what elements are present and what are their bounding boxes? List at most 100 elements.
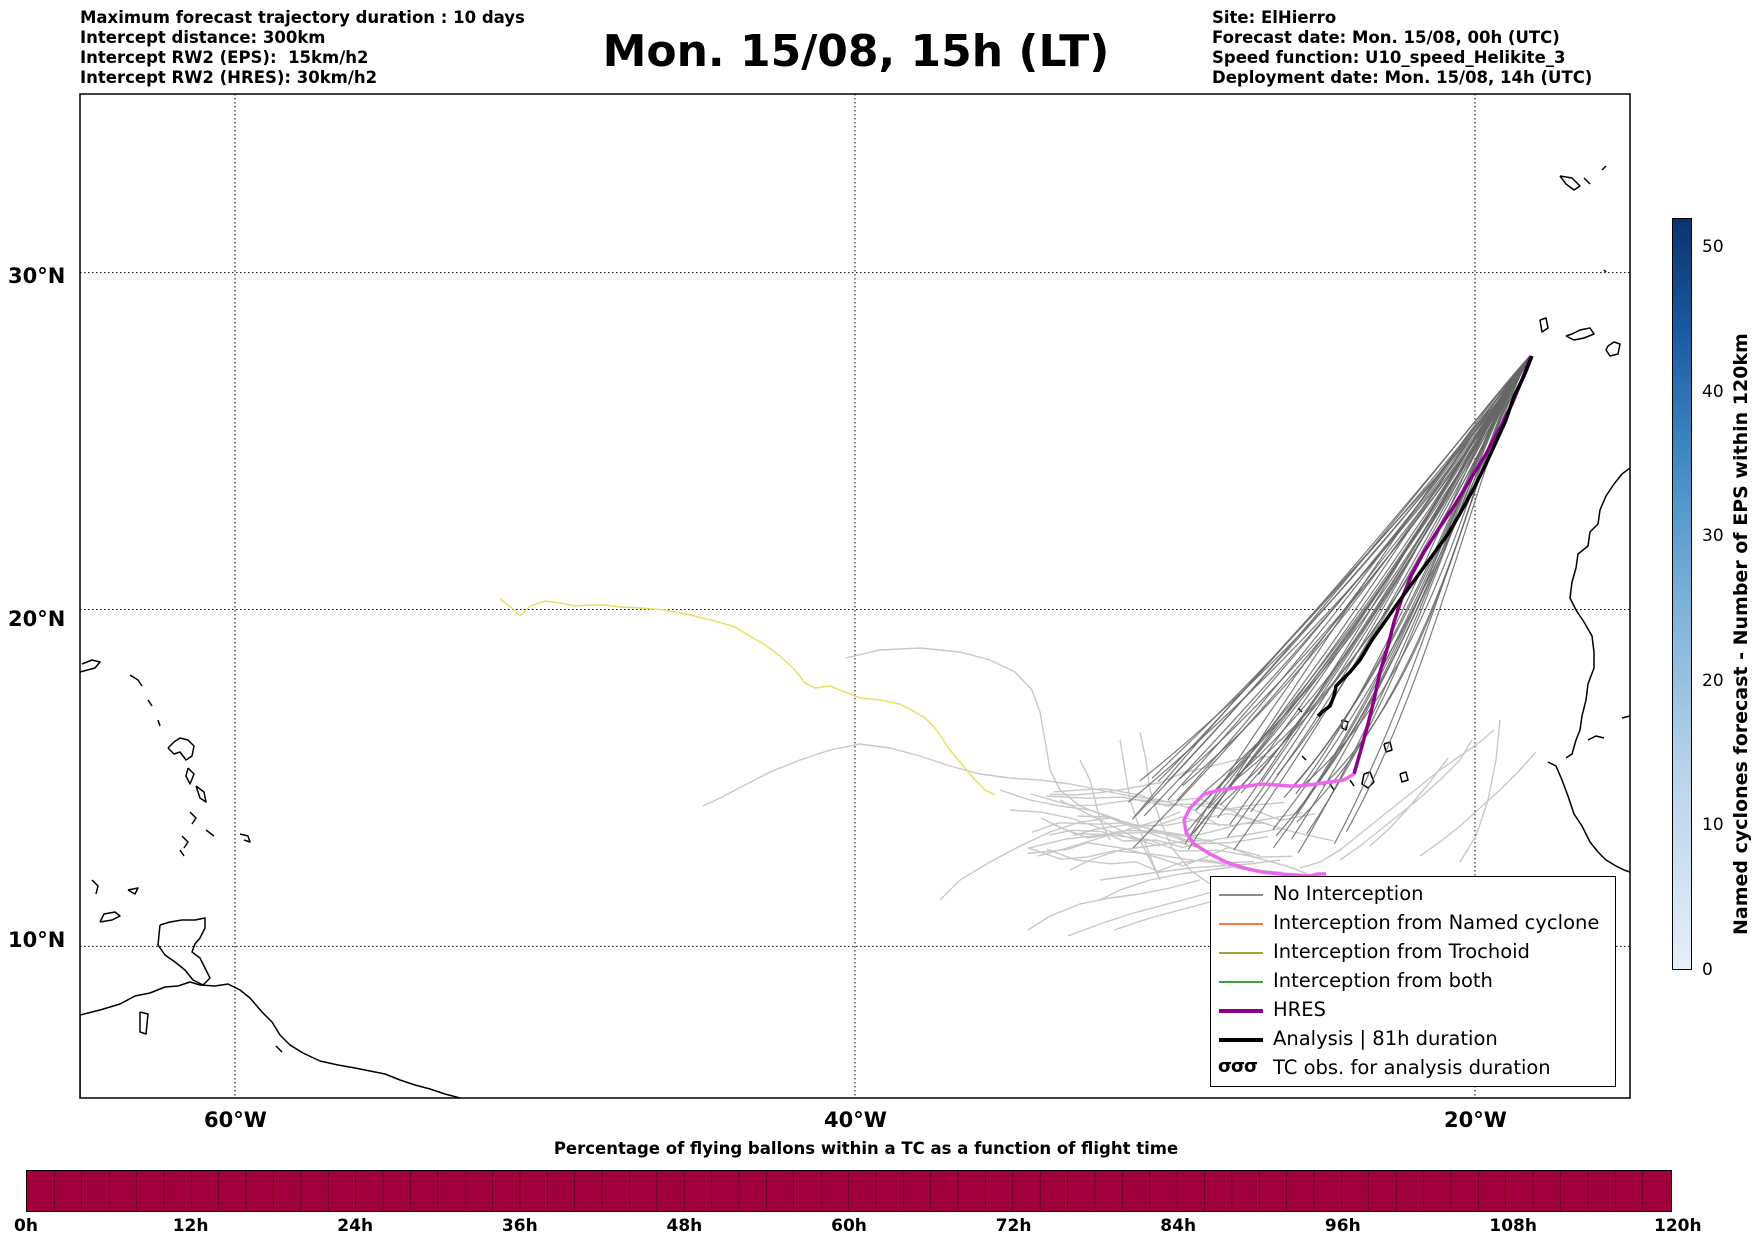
no-interception-trajectories: [1128, 355, 1531, 854]
header-right-line: Site: ElHierro: [1212, 8, 1337, 27]
faint-trajectory: [1027, 879, 1201, 931]
faint-trajectory: [1031, 822, 1269, 845]
header-left-line: Maximum forecast trajectory duration : 1…: [80, 8, 525, 27]
legend-swatch: [1219, 923, 1263, 925]
flight-time-colorbar-minor-ticks: [54, 1171, 1643, 1210]
header-left-info: Maximum forecast trajectory duration : 1…: [80, 8, 525, 88]
coastline-path: [239, 833, 251, 843]
coastline-path: [205, 829, 215, 837]
coastline-path: [99, 911, 121, 923]
faint-trajectory: [1049, 827, 1284, 849]
page-title: Mon. 15/08, 15h (LT): [602, 26, 1110, 77]
coastline-path: [1547, 761, 1630, 873]
tc-obs-icon: σσσ: [1218, 1056, 1258, 1077]
coastline-path: [1559, 175, 1581, 191]
legend-item-hres: HRES: [1211, 997, 1615, 1023]
no-interception-trajectory: [1151, 355, 1531, 779]
faint-trajectory: [1027, 847, 1282, 873]
flight-time-colorbar-tick-label: 72h: [995, 1216, 1032, 1236]
hres-late-trajectory: [1182, 772, 1355, 878]
no-interception-trajectory: [1187, 355, 1531, 840]
coastline-path: [157, 719, 161, 727]
lon-label-60w: 60°W: [204, 1108, 267, 1132]
coastline-path: [129, 674, 143, 687]
coastline-path: [1383, 741, 1393, 753]
flight-time-colorbar-tick-label: 48h: [666, 1216, 703, 1236]
coastline-path: [80, 981, 461, 1098]
faint-trajectory: [1051, 823, 1319, 879]
coastline-path: [1301, 755, 1307, 761]
coastline-path: [1399, 771, 1409, 783]
legend-label: No Interception: [1273, 882, 1424, 905]
no-interception-trajectory: [1296, 355, 1531, 823]
legend-label: HRES: [1273, 998, 1326, 1021]
header-left-line: Intercept distance: 300km: [80, 28, 326, 47]
faint-trajectory: [1046, 795, 1316, 822]
flight-time-colorbar-tick-label: 12h: [172, 1216, 209, 1236]
coastline-path: [1621, 715, 1630, 719]
eps-colorbar-tick-label: 10: [1702, 815, 1724, 836]
lon-label-20w: 20°W: [1444, 1108, 1507, 1132]
flight-time-colorbar-title: Percentage of flying ballons within a TC…: [553, 1139, 1179, 1158]
yellow-trajectory: [499, 598, 996, 796]
no-interception-trajectory: [1139, 355, 1531, 782]
coastline-path: [189, 811, 197, 825]
coastline-path: [167, 737, 195, 761]
legend-label: Interception from both: [1273, 969, 1493, 992]
faint-trajectory: [702, 743, 1221, 827]
no-interception-trajectory: [1176, 355, 1531, 801]
header-left-line: Intercept RW2 (HRES): 30km/h2: [80, 68, 378, 87]
lat-label-10n: 10°N: [8, 928, 66, 952]
map-legend: No Interception Interception from Named …: [1210, 876, 1616, 1087]
coastline-path: [1587, 735, 1605, 741]
legend-item-trochoid: Interception from Trochoid: [1211, 939, 1615, 965]
no-interception-trajectory: [1128, 355, 1531, 803]
eps-colorbar: [1672, 218, 1692, 970]
analysis-trajectory: [1316, 355, 1534, 718]
no-interception-trajectory: [1345, 355, 1531, 832]
hres-trajectory: [1352, 357, 1532, 775]
lon-label-40w: 40°W: [824, 1108, 887, 1132]
legend-swatch: [1219, 1009, 1263, 1013]
legend-item-no-interception: No Interception: [1211, 881, 1615, 907]
flight-time-colorbar-tick-label: 36h: [501, 1216, 538, 1236]
coastline-path: [139, 1011, 149, 1035]
faint-trajectory: [1119, 739, 1161, 881]
coastline-path: [195, 785, 207, 803]
faint-trajectory: [1099, 865, 1241, 901]
faint-trajectories: [702, 647, 1537, 937]
map-frame: [79, 93, 1631, 1099]
lat-label-20n: 20°N: [8, 607, 66, 631]
flight-time-colorbar-tick-label: 0h: [14, 1216, 38, 1236]
no-interception-trajectory: [1304, 355, 1531, 785]
legend-label: Interception from Trochoid: [1273, 940, 1530, 963]
faint-trajectory: [1099, 859, 1281, 881]
coastline-path: [1605, 341, 1621, 357]
coastlines: [80, 165, 1630, 1098]
eps-colorbar-tick-label: 30: [1702, 526, 1724, 547]
legend-swatch: [1219, 981, 1263, 983]
coastline-path: [1601, 165, 1607, 171]
legend-label: TC obs. for analysis duration: [1273, 1056, 1551, 1079]
flight-time-colorbar: [26, 1170, 1672, 1212]
legend-swatch: [1219, 952, 1263, 954]
no-interception-trajectory: [1295, 355, 1531, 795]
coastline-path: [1583, 177, 1591, 185]
faint-trajectory: [1073, 812, 1303, 837]
coastline-path: [1539, 317, 1549, 333]
coastline-path: [185, 767, 195, 785]
faint-trajectory: [999, 789, 1121, 821]
legend-label: Analysis | 81h duration: [1273, 1027, 1498, 1050]
no-interception-trajectory: [1229, 355, 1531, 825]
no-interception-trajectory: [1333, 355, 1531, 845]
legend-swatch: [1219, 1038, 1263, 1042]
header-right-line: Speed function: U10_speed_Helikite_3: [1212, 48, 1566, 67]
legend-item-named-cyclone: Interception from Named cyclone: [1211, 910, 1615, 936]
eps-colorbar-tick-label: 50: [1702, 236, 1724, 257]
coastline-path: [1603, 269, 1607, 273]
lat-label-30n: 30°N: [8, 264, 66, 288]
faint-trajectory: [1369, 757, 1449, 847]
flight-time-colorbar-tick-label: 24h: [337, 1216, 374, 1236]
coastline-path: [1565, 327, 1595, 341]
